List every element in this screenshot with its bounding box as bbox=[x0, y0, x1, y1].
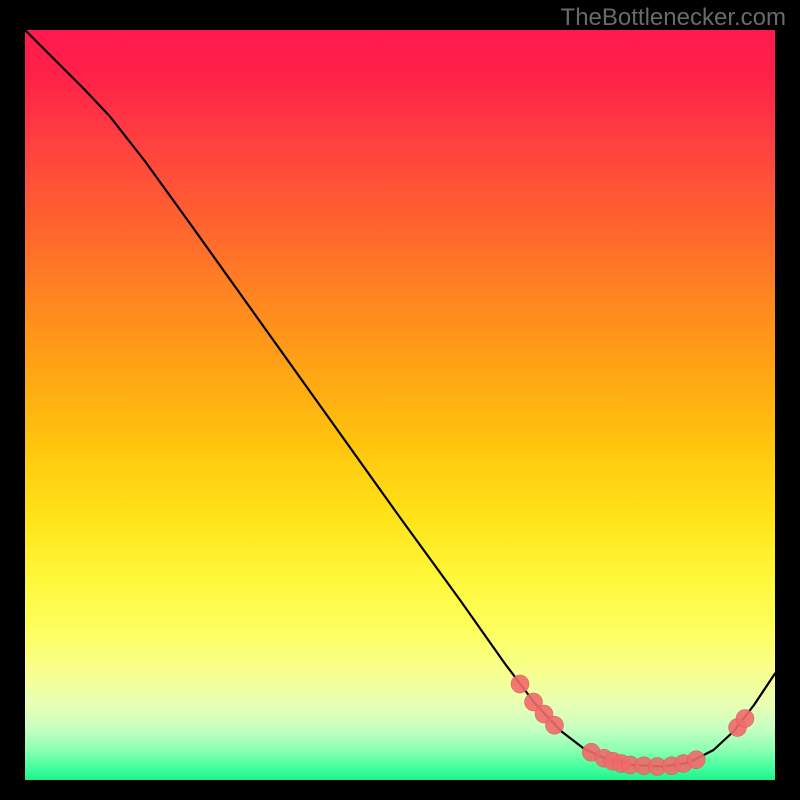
data-marker bbox=[511, 675, 529, 693]
data-markers bbox=[511, 675, 754, 776]
chart-frame: TheBottlenecker.com bbox=[0, 0, 800, 800]
watermark-text: TheBottlenecker.com bbox=[561, 4, 786, 32]
curve-layer bbox=[25, 30, 775, 780]
bottleneck-curve bbox=[25, 30, 775, 767]
data-marker bbox=[687, 751, 705, 769]
plot-area bbox=[25, 30, 775, 780]
data-marker bbox=[736, 710, 754, 728]
data-marker bbox=[546, 716, 564, 734]
